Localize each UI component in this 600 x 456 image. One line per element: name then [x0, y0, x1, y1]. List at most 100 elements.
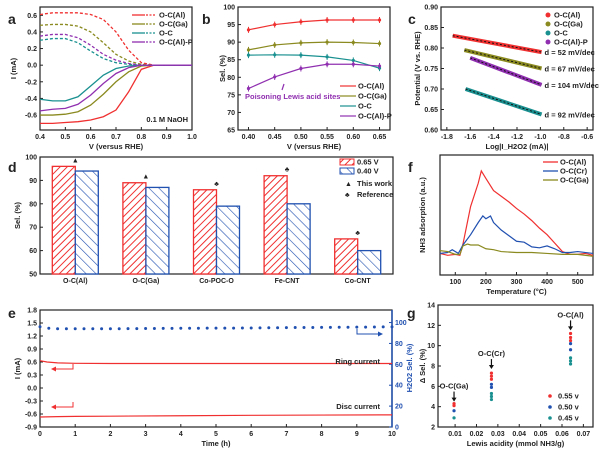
selectivity-point [364, 325, 368, 329]
x-tick-label: 9 [355, 431, 359, 438]
data-point [489, 394, 494, 399]
reference-marker-icon: ♣ [214, 181, 219, 188]
y-tick-label: 100 [25, 155, 37, 162]
legend-label: O-C(Al) [358, 82, 385, 91]
selectivity-point [223, 326, 227, 330]
data-point [452, 404, 456, 408]
y-tick-label: 0.65 [424, 107, 438, 114]
x-axis-label: Temperature (°C) [486, 287, 547, 296]
tafel-slope-label: d = 92 mV/dec [545, 110, 595, 119]
selectivity-point [232, 326, 236, 330]
y2-tick-label: 40 [395, 383, 403, 390]
y-tick-label: 95 [227, 22, 235, 29]
y-axis-label: NH3 adsorption (a.u.) [418, 177, 427, 253]
legend-label: O-C(Al) [554, 11, 581, 20]
selectivity-point [82, 327, 86, 331]
y-tick-label: -0.6 [25, 113, 37, 120]
x-tick-label: 0.03 [491, 431, 505, 438]
legend-marker [548, 405, 552, 409]
bar [122, 182, 147, 275]
y-tick-label: 0.3 [27, 373, 37, 380]
annotation-arrow [281, 83, 285, 91]
panel-label: d [8, 159, 17, 175]
category-label: O-C(Ga) [132, 278, 159, 285]
data-point [568, 348, 573, 352]
y-tick-label: 0.0 [27, 386, 37, 393]
selectivity-point [346, 325, 350, 329]
legend-marker [545, 21, 551, 27]
selectivity-point [320, 325, 324, 329]
arrowhead-icon [51, 404, 56, 410]
x-tick-label: 7 [284, 431, 288, 438]
selectivity-point [328, 325, 332, 329]
legend-label: O-C(Al)-P [159, 38, 193, 47]
y-tick-label: 0.6 [27, 13, 37, 20]
legend-marker [548, 394, 552, 398]
y2-tick-label: 0 [395, 425, 399, 432]
reference-marker-icon: ♣ [345, 192, 350, 199]
reference-marker-icon: ♣ [355, 230, 360, 237]
legend-label: 0.65 V [357, 158, 379, 167]
right-axis-arrow-icon [356, 329, 380, 335]
series-line [248, 41, 380, 51]
selectivity-point [284, 326, 288, 330]
legend-label: 0.55 v [558, 392, 580, 401]
bar [192, 189, 218, 275]
annotation-text: Poisoning Lewis acid sites [245, 92, 340, 101]
y-tick-label: 60 [29, 248, 37, 255]
y-tick-label: -0.6 [25, 412, 37, 419]
selectivity-point [267, 326, 271, 330]
bar [334, 238, 359, 275]
legend-label: O-C(Al) [159, 11, 186, 20]
bar [145, 186, 170, 275]
x-tick-label: 6 [249, 431, 253, 438]
x-tick-label: 1.0 [187, 134, 197, 141]
x-tick-label: 200 [480, 279, 492, 286]
selectivity-point [56, 327, 60, 331]
disc-current-label: Disc current [336, 402, 380, 411]
data-point [489, 385, 494, 389]
x-tick-label: 100 [449, 279, 461, 286]
y-tick-label: 14 [427, 303, 435, 310]
data-point [489, 397, 494, 402]
selectivity-point [117, 327, 121, 331]
selectivity-point [240, 326, 244, 330]
x-axis-label: V (versus RHE) [287, 142, 342, 151]
selectivity-point [170, 326, 174, 330]
this-work-marker-icon: ▲ [72, 157, 79, 164]
y-tick-label: 1.8 [27, 308, 37, 315]
y-tick-label: 0.70 [424, 87, 438, 94]
y-tick-label: 1.2 [27, 334, 37, 341]
x-tick-label: 0.02 [470, 431, 484, 438]
category-label: Fe-CNT [275, 278, 301, 285]
x-tick-label: 500 [572, 279, 584, 286]
legend-label: O-C(Ga) [554, 20, 583, 29]
selectivity-point [337, 325, 341, 329]
legend-label: O-C [159, 29, 173, 38]
y2-tick-label: 60 [395, 362, 403, 369]
x-tick-label: -0.8 [558, 134, 570, 141]
x-tick-label: 10 [388, 431, 396, 438]
x-tick-label: -1.4 [488, 134, 500, 141]
x-tick-label: 0.9 [162, 134, 172, 141]
selectivity-point [355, 325, 359, 329]
x-tick-label: -1.2 [511, 134, 523, 141]
y-tick-label: 0.0 [27, 63, 37, 70]
panel-label: c [408, 11, 416, 27]
y-axis-label: I (mA) [9, 57, 18, 79]
selectivity-point [135, 327, 139, 331]
x-tick-label: -0.6 [581, 134, 593, 141]
tafel-fit-line [470, 57, 542, 86]
selectivity-point [152, 326, 156, 330]
legend-label: O-C(Al) [560, 158, 587, 167]
x-tick-label: 0.55 [320, 134, 334, 141]
x-tick-label: 5 [214, 431, 218, 438]
panel-label: g [407, 305, 416, 321]
x-tick-label: 4 [179, 431, 183, 438]
x-tick-label: 400 [541, 279, 553, 286]
chart-b-selectivity: 0.40 0.45 0.50 0.55 0.60 0.65 65 70 75 80 85 90 95 10… [202, 5, 392, 152]
bar [215, 205, 241, 275]
x-tick-label: 0.07 [577, 431, 591, 438]
y-axis-label: Sel. (%) [218, 54, 227, 82]
